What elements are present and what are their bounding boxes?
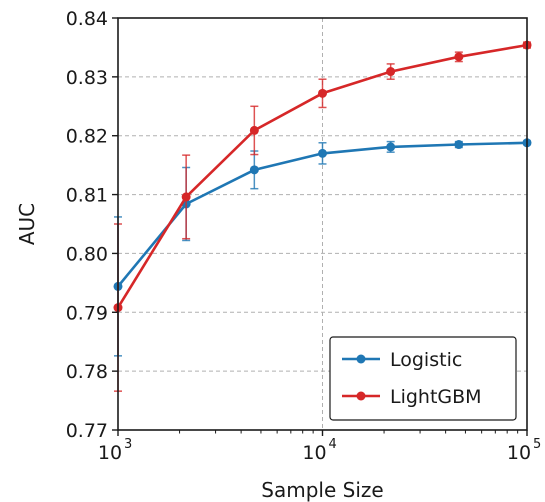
data-point [454,140,464,150]
data-point [318,88,327,98]
series-logistic [113,138,532,357]
x-tick-label: 10 [507,442,531,464]
y-tick-label: 0.81 [66,185,108,207]
y-tick-label: 0.80 [66,243,108,265]
legend: Logistic LightGBM [329,336,517,421]
x-tick-label: 10 [98,442,122,464]
y-axis-title: AUC [15,203,39,245]
y-tick-label: 0.83 [66,67,108,89]
data-point [249,125,259,135]
legend-label: Logistic [390,349,462,371]
data-point [386,142,396,152]
data-point [249,165,259,175]
x-tick-exponent: 5 [533,437,541,452]
y-tick-label: 0.82 [66,126,108,148]
x-axis-title: Sample Size [261,478,383,502]
data-point [454,52,464,62]
x-tick-label: 10 [302,442,326,464]
data-point [386,67,396,77]
x-tick-exponent: 3 [124,437,132,452]
y-tick-label: 0.77 [66,420,108,442]
legend-swatch-marker [356,391,366,401]
y-tick-label: 0.78 [66,361,108,383]
x-tick-exponent: 4 [329,437,337,452]
legend-swatch-marker [356,354,366,364]
y-tick-label: 0.84 [66,8,108,30]
legend-label: LightGBM [390,386,482,408]
data-point [318,148,327,158]
data-point [181,192,191,202]
y-tick-label: 0.79 [66,302,108,324]
